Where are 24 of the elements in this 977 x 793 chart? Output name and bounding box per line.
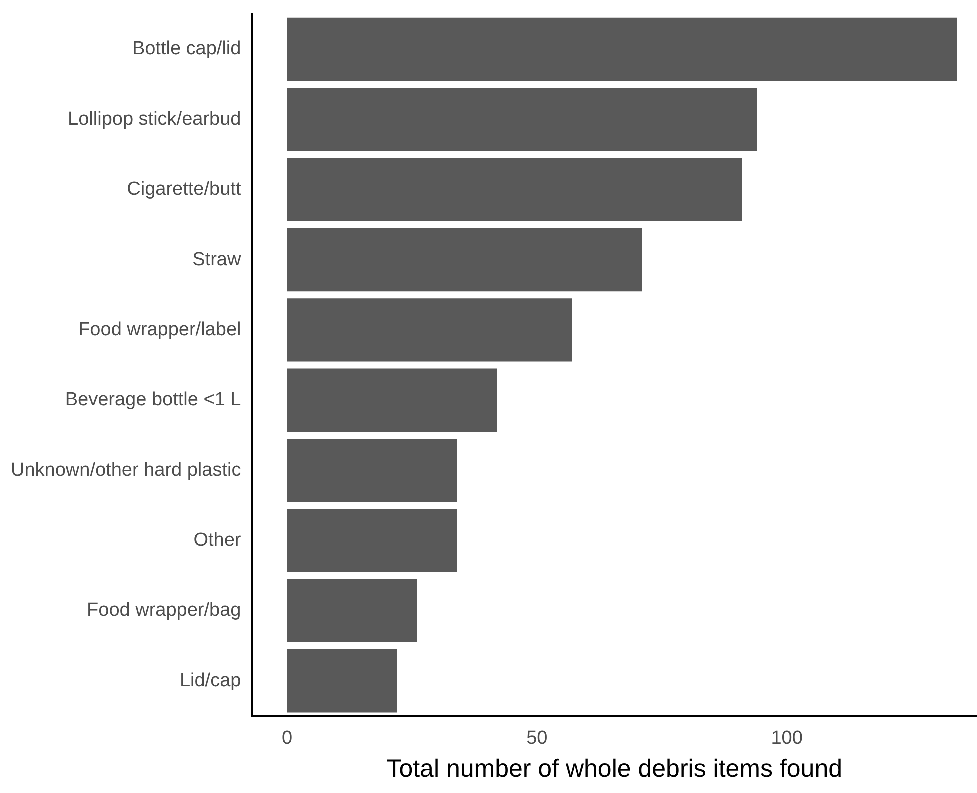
x-axis-title: Total number of whole debris items found: [386, 754, 843, 783]
y-tick-label: Lollipop stick/earbud: [68, 108, 242, 130]
bar: [287, 579, 418, 643]
y-tick-label: Cigarette/butt: [127, 179, 242, 200]
y-tick-label: Lid/cap: [180, 670, 242, 692]
bar: [287, 158, 742, 222]
y-tick-label: Bottle cap/lid: [132, 38, 242, 60]
y-tick-label: Unknown/other hard plastic: [10, 460, 242, 481]
x-tick-label: 50: [526, 728, 548, 749]
x-tick-label: 100: [771, 728, 803, 749]
y-tick-label: Food wrapper/label: [78, 319, 242, 340]
y-tick-label: Beverage bottle <1 L: [65, 390, 242, 411]
y-tick-label: Food wrapper/bag: [87, 600, 242, 622]
bar: [287, 18, 958, 82]
y-tick-label: Straw: [192, 249, 242, 270]
bar: [287, 650, 398, 713]
bar: [287, 438, 458, 502]
bar: [287, 368, 498, 432]
bar: [287, 228, 642, 292]
x-tick-label: 0: [282, 728, 293, 749]
bar: [287, 509, 458, 572]
bar: [287, 88, 758, 152]
bar: [287, 298, 572, 362]
y-tick-label: Other: [194, 530, 242, 551]
